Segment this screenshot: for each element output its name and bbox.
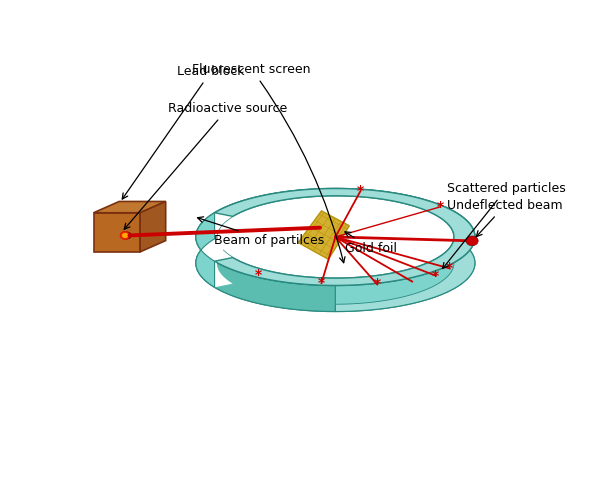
Text: *: * [446, 261, 454, 275]
Polygon shape [335, 196, 454, 304]
Polygon shape [215, 189, 475, 286]
Text: Scattered particles: Scattered particles [443, 182, 566, 269]
Circle shape [122, 233, 128, 238]
Ellipse shape [196, 214, 475, 312]
Circle shape [466, 236, 478, 246]
Polygon shape [196, 213, 233, 261]
Polygon shape [335, 188, 475, 312]
Text: *: * [318, 276, 325, 290]
Polygon shape [140, 201, 166, 252]
Text: *: * [255, 268, 262, 282]
Text: Beam of partilces: Beam of partilces [197, 217, 325, 247]
Text: Lead block: Lead block [122, 65, 245, 199]
Polygon shape [298, 211, 349, 259]
Ellipse shape [217, 222, 454, 304]
Polygon shape [196, 239, 233, 287]
Text: Fluorescent screen: Fluorescent screen [193, 63, 345, 263]
Text: *: * [436, 200, 443, 214]
Circle shape [120, 231, 130, 240]
Text: *: * [432, 269, 439, 283]
Ellipse shape [217, 196, 454, 278]
Text: Gold foil: Gold foil [344, 232, 397, 255]
Text: *: * [374, 277, 381, 291]
Polygon shape [94, 201, 166, 213]
Ellipse shape [196, 189, 475, 286]
Polygon shape [196, 188, 335, 312]
Text: Radioactive source: Radioactive source [124, 102, 287, 229]
Polygon shape [94, 213, 140, 252]
Text: *: * [357, 184, 364, 198]
Text: Undeflected beam: Undeflected beam [447, 199, 563, 237]
Circle shape [123, 232, 131, 239]
Polygon shape [196, 213, 215, 287]
